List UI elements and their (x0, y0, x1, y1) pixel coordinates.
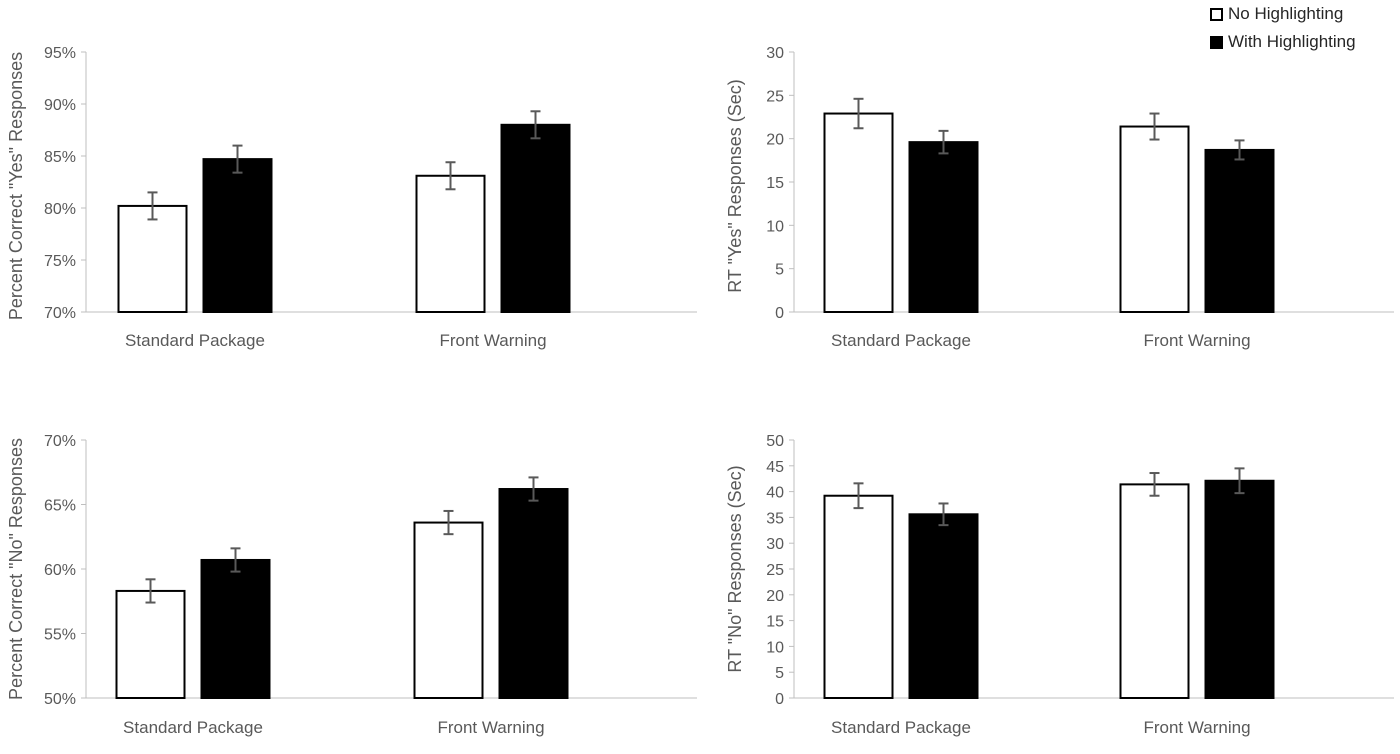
bar-with-highlighting (1204, 148, 1275, 313)
y-tick-label: 85% (44, 149, 76, 166)
legend-label-with-highlighting: With Highlighting (1228, 32, 1356, 51)
x-category-label: Standard Package (831, 718, 971, 737)
y-axis-title: Percent Correct "No" Responses (6, 438, 26, 700)
y-tick-label: 10 (766, 639, 784, 656)
y-tick-label: 0 (775, 691, 784, 708)
bar-with-highlighting (202, 158, 273, 313)
y-tick-label: 70% (44, 433, 76, 450)
bar-with-highlighting (498, 488, 569, 699)
bar-with-highlighting (908, 141, 979, 313)
y-tick-label: 40 (766, 485, 784, 502)
bar-no-highlighting (115, 589, 186, 699)
x-category-label: Standard Package (831, 331, 971, 350)
y-tick-label: 30 (766, 45, 784, 62)
y-tick-label: 15 (766, 175, 784, 192)
y-tick-label: 80% (44, 201, 76, 218)
y-tick-label: 60% (44, 562, 76, 579)
y-tick-label: 25 (766, 562, 784, 579)
bar-with-highlighting (200, 558, 271, 699)
y-tick-label: 95% (44, 45, 76, 62)
y-tick-label: 20 (766, 588, 784, 605)
x-category-label: Front Warning (439, 331, 546, 350)
x-category-label: Front Warning (1143, 331, 1250, 350)
bar-no-highlighting (1119, 125, 1190, 313)
y-tick-label: 15 (766, 614, 784, 631)
y-tick-label: 30 (766, 536, 784, 553)
y-tick-label: 25 (766, 88, 784, 105)
y-axis-title: RT "Yes" Responses (Sec) (725, 79, 745, 293)
legend-swatch-white (1210, 7, 1223, 21)
bar-no-highlighting (1119, 483, 1190, 699)
y-tick-label: 90% (44, 97, 76, 114)
bar-with-highlighting (500, 123, 571, 313)
bar-no-highlighting (415, 174, 486, 313)
y-axis-title: RT "No" Responses (Sec) (725, 465, 745, 672)
legend: No Highlighting With Highlighting (1210, 0, 1356, 56)
y-tick-label: 5 (775, 665, 784, 682)
legend-item-with-highlighting: With Highlighting (1210, 28, 1356, 56)
x-category-label: Front Warning (1143, 718, 1250, 737)
y-tick-label: 65% (44, 498, 76, 515)
bar-no-highlighting (823, 112, 894, 313)
legend-label-no-highlighting: No Highlighting (1228, 4, 1344, 23)
y-tick-label: 70% (44, 305, 76, 322)
x-category-label: Standard Package (125, 331, 265, 350)
y-tick-label: 10 (766, 218, 784, 235)
x-category-label: Front Warning (437, 718, 544, 737)
y-tick-label: 45 (766, 459, 784, 476)
bar-with-highlighting (1204, 479, 1275, 699)
y-tick-label: 20 (766, 132, 784, 149)
bar-no-highlighting (117, 204, 188, 313)
y-tick-label: 50 (766, 433, 784, 450)
bar-no-highlighting (413, 521, 484, 699)
legend-swatch-black (1210, 35, 1223, 49)
y-tick-label: 35 (766, 510, 784, 527)
y-tick-label: 5 (775, 262, 784, 279)
bar-with-highlighting (908, 513, 979, 700)
y-axis-title: Percent Correct "Yes" Responses (6, 52, 26, 320)
x-category-label: Standard Package (123, 718, 263, 737)
bar-no-highlighting (823, 494, 894, 699)
y-tick-label: 55% (44, 627, 76, 644)
legend-item-no-highlighting: No Highlighting (1210, 0, 1356, 28)
y-tick-label: 50% (44, 691, 76, 708)
y-tick-label: 75% (44, 253, 76, 270)
y-tick-label: 0 (775, 305, 784, 322)
